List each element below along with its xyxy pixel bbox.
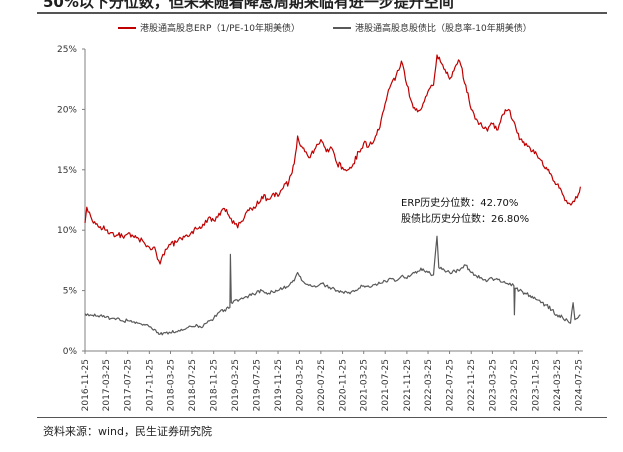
x-tick-label: 2021-07-25 [381, 359, 391, 411]
y-axis: 0% 5% 10% 15% 20% 25% [57, 45, 86, 357]
x-tick-label: 2019-11-25 [274, 359, 284, 411]
bottom-rule [37, 417, 607, 418]
x-tick-label: 2023-07-25 [510, 359, 520, 411]
x-tick-label: 2021-03-25 [360, 359, 370, 411]
y-tick-label: 5% [63, 287, 78, 297]
x-tick-label: 2020-07-25 [317, 359, 327, 411]
x-tick-label: 2018-07-25 [188, 359, 198, 411]
y-tick-label: 20% [57, 105, 77, 115]
annotation-yield-ratio-percentile: 股债比历史分位数：26.80% [401, 212, 529, 225]
x-tick-label: 2020-03-25 [295, 359, 305, 411]
series-layer [84, 54, 581, 336]
series-line-erp [84, 54, 581, 265]
legend-label-erp: 港股通高股息ERP（1/PE-10年期美债） [140, 22, 300, 34]
legend: 港股通高股息ERP（1/PE-10年期美债） 港股通高股息股债比（股息率-10年… [118, 22, 532, 34]
x-tick-label: 2023-11-25 [532, 359, 542, 411]
series-line-yield-ratio [84, 235, 581, 336]
x-tick-label: 2019-07-25 [252, 359, 262, 411]
x-tick-label: 2017-11-25 [145, 359, 155, 411]
x-tick-label: 2022-07-25 [446, 359, 456, 411]
x-tick-label: 2016-11-25 [81, 359, 91, 411]
top-rule [37, 12, 607, 14]
x-tick-label: 2022-03-25 [424, 359, 434, 411]
x-tick-label: 2021-11-25 [403, 359, 413, 411]
x-axis: 2016-11-25 2017-03-25 2017-07-25 2017-11-25… [81, 350, 584, 411]
y-tick-label: 25% [57, 45, 77, 55]
x-tick-label: 2018-03-25 [166, 359, 176, 411]
y-tick-label: 0% [63, 347, 78, 357]
y-tick-label: 15% [57, 166, 77, 176]
header-title: 50%以下分位数，但未来随着降息周期来临有进一步提升空间 [43, 0, 454, 11]
x-tick-label: 2024-03-25 [553, 359, 563, 411]
x-tick-label: 2017-03-25 [102, 359, 112, 411]
annotation-erp-percentile: ERP历史分位数：42.70% [401, 196, 518, 209]
annotations: ERP历史分位数：42.70% 股债比历史分位数：26.80% [401, 196, 529, 225]
line-chart: 港股通高股息ERP（1/PE-10年期美债） 港股通高股息股债比（股息率-10年… [57, 22, 584, 411]
x-tick-label: 2017-07-25 [124, 359, 134, 411]
x-tick-label: 2024-07-25 [574, 359, 584, 411]
legend-label-yield-ratio: 港股通高股息股债比（股息率-10年期美债） [355, 22, 532, 34]
x-tick-label: 2019-03-25 [231, 359, 241, 411]
source-note: 资料来源：wind，民生证券研究院 [43, 425, 213, 438]
y-tick-label: 10% [57, 226, 77, 236]
x-tick-label: 2023-03-25 [488, 359, 498, 411]
x-tick-label: 2018-11-25 [210, 359, 220, 411]
x-tick-label: 2022-11-25 [467, 359, 477, 411]
x-tick-label: 2020-11-25 [339, 359, 349, 411]
